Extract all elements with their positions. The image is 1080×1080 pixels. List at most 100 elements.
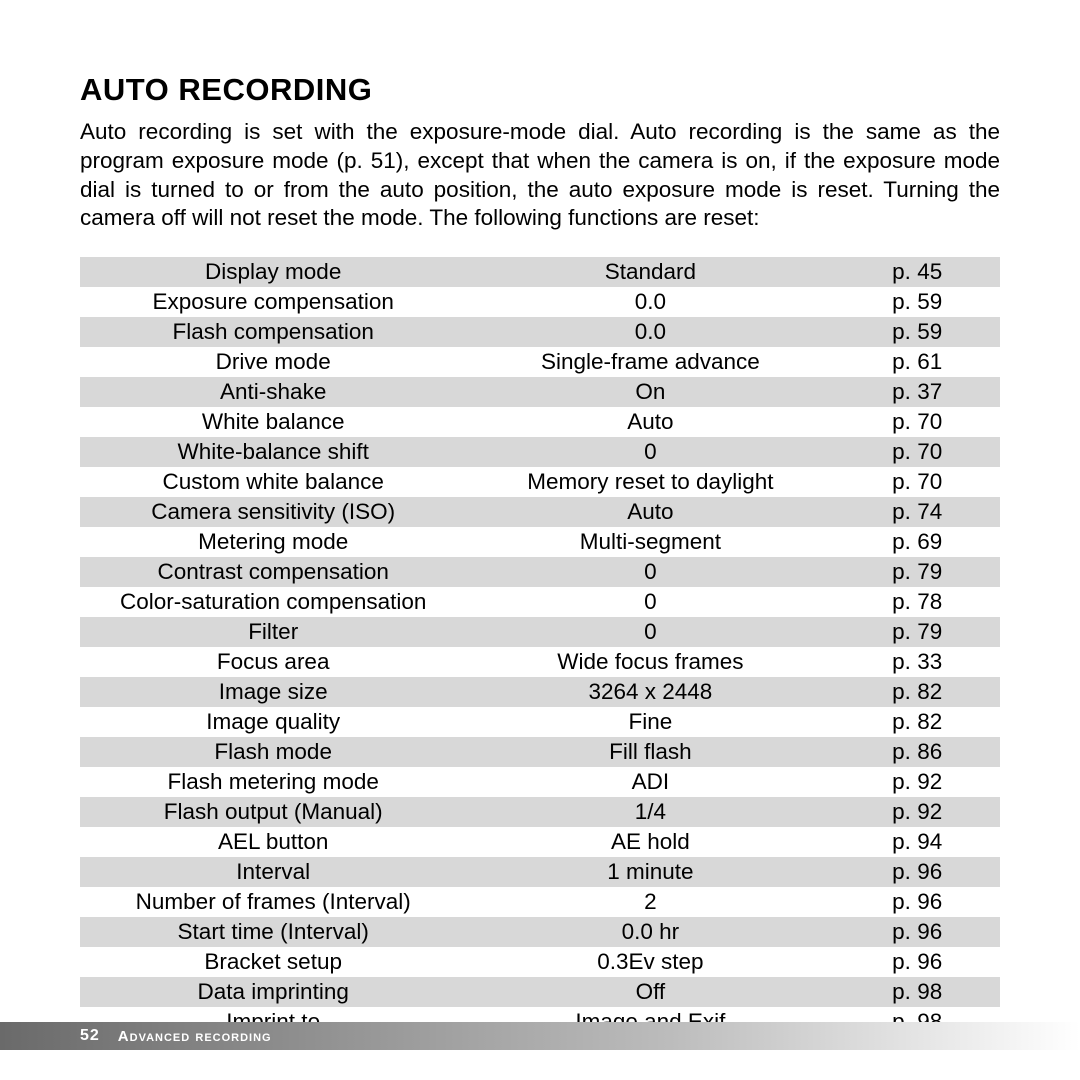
cell-value: 0.0 hr — [466, 917, 834, 947]
cell-value: Auto — [466, 407, 834, 437]
cell-value: 0 — [466, 557, 834, 587]
table-row: Filter0p. 79 — [80, 617, 1000, 647]
cell-function: Flash metering mode — [80, 767, 466, 797]
cell-page-ref: p. 59 — [834, 317, 1000, 347]
cell-function: Contrast compensation — [80, 557, 466, 587]
table-row: AEL buttonAE holdp. 94 — [80, 827, 1000, 857]
cell-page-ref: p. 82 — [834, 677, 1000, 707]
table-row: Display modeStandardp. 45 — [80, 257, 1000, 287]
cell-function: Metering mode — [80, 527, 466, 557]
cell-value: 0 — [466, 587, 834, 617]
table-row: Number of frames (Interval)2p. 96 — [80, 887, 1000, 917]
cell-value: ADI — [466, 767, 834, 797]
table-row: Custom white balanceMemory reset to dayl… — [80, 467, 1000, 497]
cell-value: Off — [466, 977, 834, 1007]
table-row: Drive modeSingle-frame advancep. 61 — [80, 347, 1000, 377]
cell-page-ref: p. 82 — [834, 707, 1000, 737]
footer-section-label: Advanced recording — [118, 1028, 272, 1045]
cell-function: Interval — [80, 857, 466, 887]
table-row: Metering modeMulti-segmentp. 69 — [80, 527, 1000, 557]
cell-function: Start time (Interval) — [80, 917, 466, 947]
cell-page-ref: p. 59 — [834, 287, 1000, 317]
table-row: Data imprintingOffp. 98 — [80, 977, 1000, 1007]
table-row: Exposure compensation0.0p. 59 — [80, 287, 1000, 317]
cell-value: 0.3Ev step — [466, 947, 834, 977]
cell-page-ref: p. 94 — [834, 827, 1000, 857]
table-row: Camera sensitivity (ISO)Autop. 74 — [80, 497, 1000, 527]
cell-page-ref: p. 33 — [834, 647, 1000, 677]
cell-value: 0.0 — [466, 287, 834, 317]
table-row: Color-saturation compensation0p. 78 — [80, 587, 1000, 617]
cell-page-ref: p. 98 — [834, 977, 1000, 1007]
cell-function: Number of frames (Interval) — [80, 887, 466, 917]
cell-page-ref: p. 61 — [834, 347, 1000, 377]
table-row: Image size3264 x 2448p. 82 — [80, 677, 1000, 707]
cell-page-ref: p. 37 — [834, 377, 1000, 407]
cell-page-ref: p. 78 — [834, 587, 1000, 617]
table-row: Image qualityFinep. 82 — [80, 707, 1000, 737]
manual-page: AUTO RECORDING Auto recording is set wit… — [0, 0, 1080, 1080]
cell-value: Fill flash — [466, 737, 834, 767]
cell-value: Single-frame advance — [466, 347, 834, 377]
cell-function: Focus area — [80, 647, 466, 677]
cell-value: Multi-segment — [466, 527, 834, 557]
table-row: Bracket setup0.3Ev stepp. 96 — [80, 947, 1000, 977]
cell-page-ref: p. 86 — [834, 737, 1000, 767]
cell-function: Image size — [80, 677, 466, 707]
cell-function: Bracket setup — [80, 947, 466, 977]
cell-page-ref: p. 79 — [834, 617, 1000, 647]
cell-page-ref: p. 96 — [834, 887, 1000, 917]
cell-function: Custom white balance — [80, 467, 466, 497]
cell-function: Flash mode — [80, 737, 466, 767]
cell-value: 2 — [466, 887, 834, 917]
cell-value: 1 minute — [466, 857, 834, 887]
cell-page-ref: p. 45 — [834, 257, 1000, 287]
cell-function: Exposure compensation — [80, 287, 466, 317]
cell-page-ref: p. 92 — [834, 767, 1000, 797]
table-row: Flash metering modeADIp. 92 — [80, 767, 1000, 797]
cell-value: 3264 x 2448 — [466, 677, 834, 707]
table-row: Focus areaWide focus framesp. 33 — [80, 647, 1000, 677]
cell-function: Data imprinting — [80, 977, 466, 1007]
cell-value: Auto — [466, 497, 834, 527]
table-row: Flash compensation0.0p. 59 — [80, 317, 1000, 347]
cell-function: Drive mode — [80, 347, 466, 377]
cell-function: Display mode — [80, 257, 466, 287]
cell-page-ref: p. 69 — [834, 527, 1000, 557]
cell-page-ref: p. 96 — [834, 857, 1000, 887]
intro-paragraph: Auto recording is set with the exposure-… — [80, 118, 1000, 233]
cell-value: Fine — [466, 707, 834, 737]
cell-function: AEL button — [80, 827, 466, 857]
cell-page-ref: p. 74 — [834, 497, 1000, 527]
cell-page-ref: p. 70 — [834, 467, 1000, 497]
table-row: Interval1 minutep. 96 — [80, 857, 1000, 887]
cell-function: Image quality — [80, 707, 466, 737]
cell-function: Camera sensitivity (ISO) — [80, 497, 466, 527]
cell-value: On — [466, 377, 834, 407]
cell-function: Color-saturation compensation — [80, 587, 466, 617]
cell-value: Standard — [466, 257, 834, 287]
cell-page-ref: p. 92 — [834, 797, 1000, 827]
page-title: AUTO RECORDING — [80, 72, 1000, 108]
table-row: Anti-shakeOnp. 37 — [80, 377, 1000, 407]
table-row: Contrast compensation0p. 79 — [80, 557, 1000, 587]
cell-page-ref: p. 70 — [834, 437, 1000, 467]
cell-function: Filter — [80, 617, 466, 647]
reset-table: Display modeStandardp. 45Exposure compen… — [80, 257, 1000, 1037]
cell-value: 0 — [466, 437, 834, 467]
table-row: White balanceAutop. 70 — [80, 407, 1000, 437]
cell-function: Flash compensation — [80, 317, 466, 347]
page-footer: 52 Advanced recording — [0, 1022, 1080, 1050]
cell-function: Flash output (Manual) — [80, 797, 466, 827]
table-row: Flash output (Manual)1/4p. 92 — [80, 797, 1000, 827]
table-row: White-balance shift0p. 70 — [80, 437, 1000, 467]
cell-value: AE hold — [466, 827, 834, 857]
cell-value: Memory reset to daylight — [466, 467, 834, 497]
cell-page-ref: p. 96 — [834, 947, 1000, 977]
cell-value: Wide focus frames — [466, 647, 834, 677]
table-row: Flash modeFill flashp. 86 — [80, 737, 1000, 767]
cell-function: Anti-shake — [80, 377, 466, 407]
cell-value: 1/4 — [466, 797, 834, 827]
table-row: Start time (Interval)0.0 hrp. 96 — [80, 917, 1000, 947]
footer-page-number: 52 — [80, 1027, 100, 1045]
